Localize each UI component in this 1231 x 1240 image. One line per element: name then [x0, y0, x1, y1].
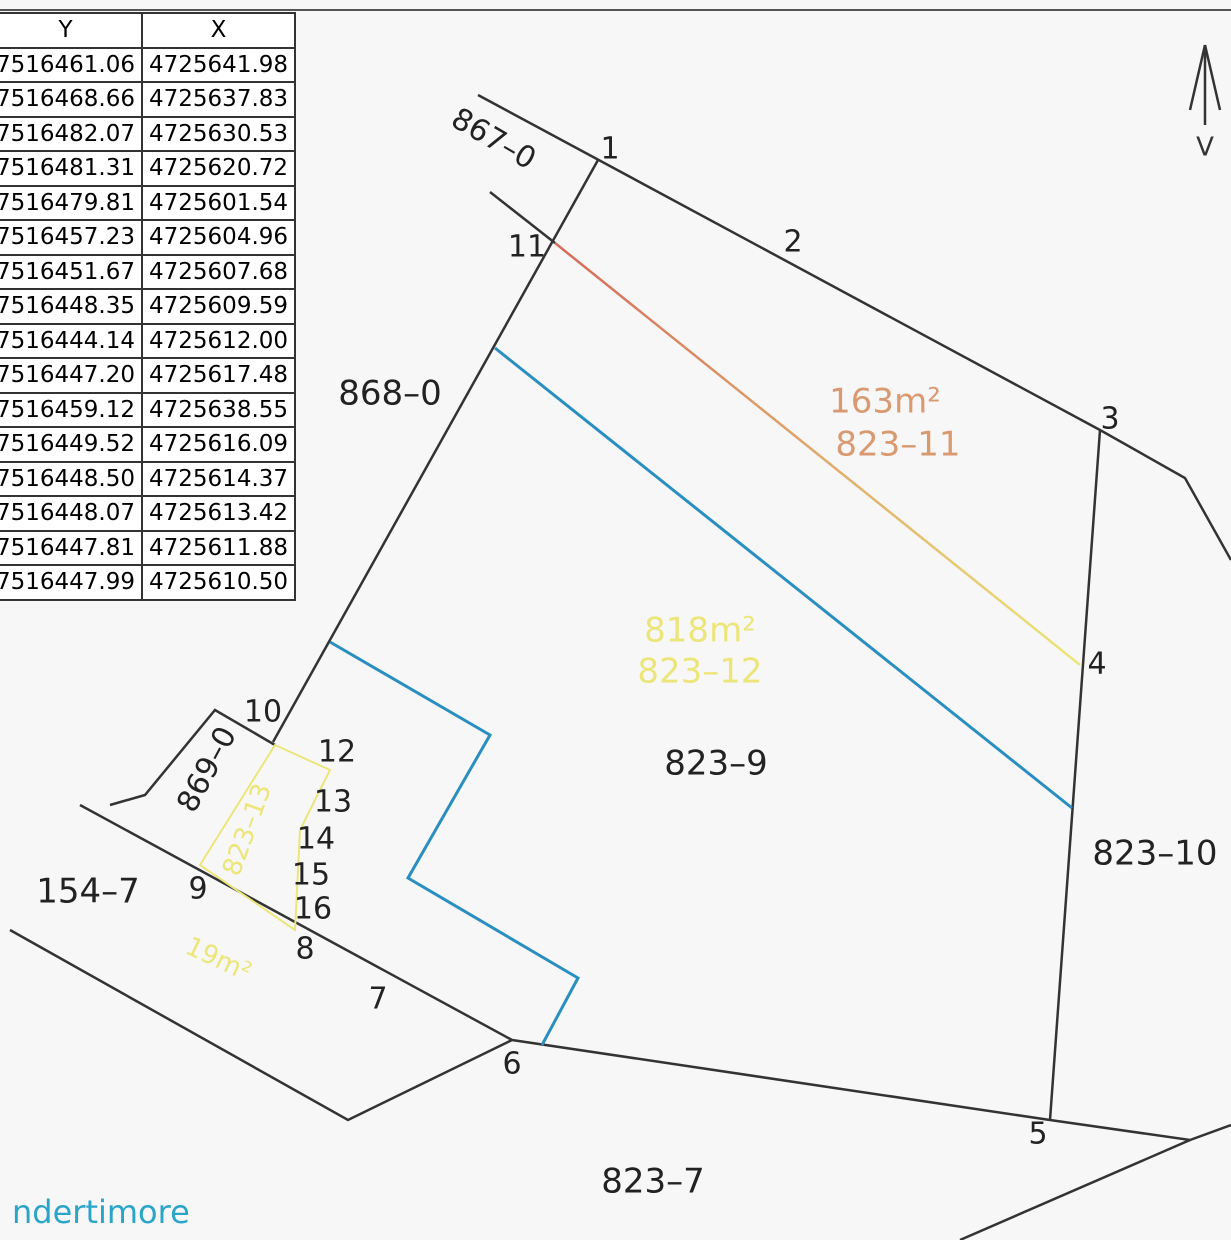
header-cell: X: [141, 12, 297, 49]
cell: 4725620.72: [141, 150, 297, 187]
cell: 4725641.98: [141, 46, 297, 83]
boundaries: [9, 44, 1231, 1240]
area-label: 163m²: [829, 382, 941, 422]
point-label: 4: [1087, 647, 1106, 682]
point-label: 6: [502, 1047, 521, 1082]
parcel-label: 823–10: [1092, 834, 1217, 874]
cell: 4725637.83: [141, 81, 297, 118]
point-label: 12: [318, 735, 356, 770]
cell: 4725610.50: [141, 564, 297, 601]
header-cell: Y: [0, 12, 144, 49]
cell: 4725616.09: [141, 426, 297, 463]
point-label: 11: [508, 230, 546, 265]
cell: 7516468.66: [0, 81, 144, 118]
cell: 4725612.00: [141, 322, 297, 359]
cell: 4725609.59: [141, 288, 297, 325]
cell: 7516447.20: [0, 357, 144, 394]
parcel-label: 869–0: [170, 721, 244, 818]
cell: 7516448.07: [0, 495, 144, 532]
parcel-label: 823–9: [664, 744, 768, 784]
cell: 4725617.48: [141, 357, 297, 394]
cell: 7516448.35: [0, 288, 144, 325]
cell: 4725638.55: [141, 391, 297, 428]
cell: 7516451.67: [0, 253, 144, 290]
parcel-label: 868–0: [338, 374, 442, 414]
area-label: 19m²: [181, 931, 256, 987]
footer: ndertimore: [12, 1193, 190, 1231]
cell: 7516459.12: [0, 391, 144, 428]
cell: 4725601.54: [141, 184, 297, 221]
point-label: 1: [600, 132, 619, 167]
cell: 4725607.68: [141, 253, 297, 290]
cell: 7516479.81: [0, 184, 144, 221]
parcel-label: 154–7: [36, 872, 140, 912]
cell: 7516449.52: [0, 426, 144, 463]
point-label: 7: [368, 982, 387, 1017]
point-label: 10: [244, 695, 282, 730]
point-label: 13: [314, 785, 352, 820]
area-label: 818m²: [644, 611, 756, 651]
point-label: 5: [1028, 1117, 1047, 1152]
point-label: 16: [294, 892, 332, 927]
cell: 7516444.14: [0, 322, 144, 359]
cell: 7516482.07: [0, 115, 144, 152]
parcel-id: 823–11: [835, 425, 960, 465]
parcel-label: 823–7: [601, 1162, 705, 1202]
cell: 4725611.88: [141, 529, 297, 566]
cell: 4725604.96: [141, 219, 297, 256]
cell: 7516481.31: [0, 150, 144, 187]
point-label: 3: [1100, 402, 1119, 437]
cell: 7516457.23: [0, 219, 144, 256]
point-label: 14: [297, 822, 335, 857]
cell: 4725630.53: [141, 115, 297, 152]
point-label: 15: [292, 858, 330, 893]
cell: 7516447.81: [0, 529, 144, 566]
north-arrow: V: [1196, 133, 1214, 163]
point-label: 2: [783, 225, 802, 260]
parcel-id: 823–12: [637, 652, 762, 692]
cell: 7516447.99: [0, 564, 144, 601]
parcel-id: 823–13: [217, 780, 278, 880]
point-label: 8: [295, 932, 314, 967]
cell: 4725613.42: [141, 495, 297, 532]
cell: 7516448.50: [0, 460, 144, 497]
parcel-label: 867–0: [445, 101, 542, 177]
cell: 4725614.37: [141, 460, 297, 497]
coordinate-table: Y X 7516461.06 4725641.98 7516468.66 4725637.…: [0, 12, 297, 601]
point-label: 9: [188, 872, 207, 907]
cell: 7516461.06: [0, 46, 144, 83]
